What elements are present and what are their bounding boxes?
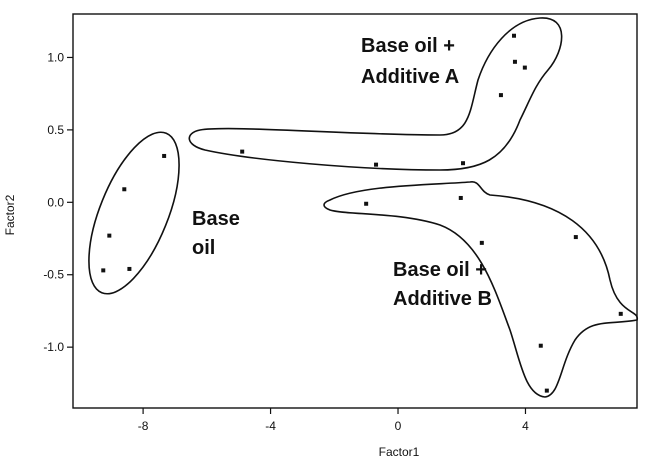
point [512,59,517,64]
point [122,187,127,192]
y-tick-label: -0.5 [43,268,64,282]
x-tick-label: -4 [265,419,276,433]
point [458,195,463,200]
y-axis-label: Factor2 [3,194,17,235]
point [498,93,503,98]
y-tick-label: -1.0 [43,340,64,354]
point [618,311,623,316]
annotation: Additive A [361,66,459,88]
group-outline [88,131,180,295]
annotation: Base oil + [361,35,455,57]
y-tick-label: 0.0 [47,195,64,209]
y-tick-label: 1.0 [47,50,64,64]
annotation: Base [192,208,240,230]
point [512,33,517,38]
point [461,161,466,166]
annotation: Additive B [393,288,492,310]
y-tick-label: 0.5 [47,123,64,137]
point [240,149,245,154]
x-tick-label: -8 [138,419,149,433]
point [522,65,527,70]
point [374,162,379,167]
x-tick-label: 4 [522,419,529,433]
x-tick-label: 0 [395,419,402,433]
point [101,268,106,273]
point [544,388,549,393]
point [162,153,167,158]
annotation: oil [192,237,215,259]
group-outline [323,181,638,398]
x-axis-label: Factor1 [379,445,420,459]
point [364,201,369,206]
annotation: Base oil + [393,259,487,281]
point [127,266,132,271]
point [573,235,578,240]
group-outline [188,17,563,171]
point [479,240,484,245]
point [107,233,112,238]
plot-frame [72,13,638,409]
point [538,343,543,348]
